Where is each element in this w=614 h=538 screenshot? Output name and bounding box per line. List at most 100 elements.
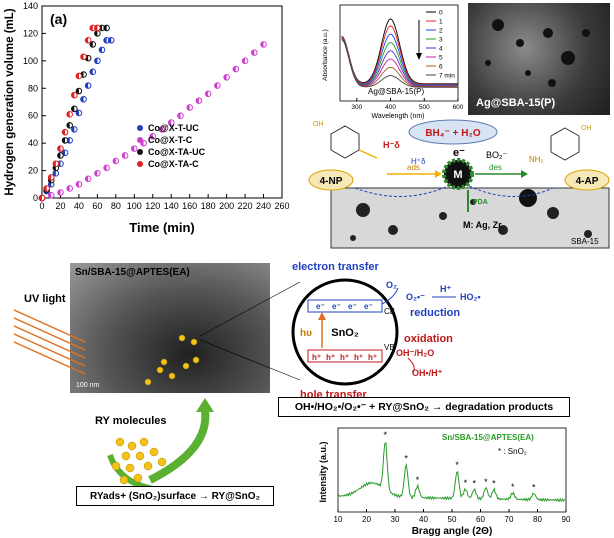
- sno2-peak-marker: *: [484, 477, 488, 487]
- data-point-fill: [76, 110, 79, 116]
- data-point-fill: [168, 119, 172, 126]
- hydrogen-generation-chart: 0 20 40 60 80 100 120 140 160 180 200 220 240 2600204…: [4, 1, 290, 235]
- x-tick-label: 40: [74, 201, 84, 211]
- spectrum-curve: [341, 37, 458, 87]
- xrd-x-tick-label: 70: [505, 515, 514, 524]
- data-point-fill: [89, 69, 93, 75]
- conduction-band: [307, 299, 383, 313]
- xrd-x-label: Bragg angle (2Θ): [412, 526, 493, 537]
- spectrum-curve: [341, 39, 458, 88]
- reduction-label: reduction: [410, 307, 460, 319]
- x-tick-label: 100: [127, 201, 142, 211]
- x-tick-label: 220: [238, 201, 253, 211]
- legend-marker: [137, 149, 143, 155]
- sno2-peak-marker: *: [404, 453, 408, 463]
- xrd-x-tick-label: 80: [533, 515, 542, 524]
- y-tick-label: 40: [28, 138, 38, 148]
- legend-marker: [137, 161, 143, 167]
- hole: h⁺: [312, 353, 321, 362]
- uv-rays: [13, 309, 86, 375]
- uv-legend-entry: 1: [439, 19, 443, 26]
- adsorption-arrow: [148, 409, 210, 484]
- tem-caption: Ag@SBA-15(P): [476, 97, 556, 109]
- y-tick-label: 100: [23, 56, 38, 66]
- spectrum-curve: [341, 25, 458, 85]
- data-point-fill: [122, 152, 126, 159]
- legend-entry: Co@X-T-UC: [148, 123, 199, 133]
- y-tick-label: 60: [28, 111, 38, 121]
- data-point-fill: [233, 66, 236, 72]
- ry-molecules-label: RY molecules: [95, 415, 167, 427]
- data-point-fill: [80, 96, 84, 103]
- superoxide-label: O₂•⁻: [406, 292, 425, 302]
- electron: e⁻: [348, 302, 357, 311]
- sno2-label: SnO₂: [331, 327, 359, 339]
- data-point-fill: [71, 92, 75, 98]
- spectrum-curve: [341, 18, 458, 85]
- data-point-fill: [76, 73, 79, 79]
- spectrum-curve: [341, 38, 458, 88]
- uv-x-tick-label: 500: [419, 104, 430, 111]
- uv-x-tick-label: 400: [385, 104, 396, 111]
- decrease-arrow-head: [416, 53, 422, 60]
- data-point-fill: [260, 41, 264, 48]
- hole: h⁺: [354, 353, 363, 362]
- legend-marker: [137, 125, 143, 131]
- xrd-title: Sn/SBA-15@APTES(EA): [442, 433, 534, 442]
- plot-frame: [41, 5, 283, 199]
- uv-legend-entry: 7 min: [439, 73, 455, 80]
- adsorption-text: RYads+ (SnO₂)surface → RY@SnO₂: [90, 490, 260, 502]
- data-point-fill: [71, 106, 75, 112]
- data-point-fill: [94, 170, 98, 177]
- pda-label: PDA: [473, 199, 488, 206]
- sno2-peak-marker: *: [532, 482, 536, 492]
- uv-x-label: Wavelength (nm): [371, 113, 424, 120]
- xrd-pattern: 10 20 30 40 50 60 70 80 90 * * * * * * * * * * Sn/SBA-15@…: [318, 427, 571, 537]
- hydroxyl-right: OH: [581, 125, 592, 132]
- reduction-mechanism: SBA-15 M: Ag, Zr PDA M e⁻ BH₄⁻ + H₂O H⁻δ…: [308, 119, 610, 249]
- metal-particle: [442, 158, 474, 190]
- data-point-fill: [186, 104, 190, 111]
- hv-label: hυ: [300, 328, 312, 339]
- data-point-fill: [159, 126, 162, 133]
- metals-label: M: Ag, Zr: [463, 220, 502, 230]
- legend-entry: Co@X-TA-C: [148, 159, 199, 169]
- data-point-fill: [39, 195, 42, 201]
- data-point-fill: [57, 189, 61, 196]
- support-label: SBA-15: [571, 237, 599, 246]
- xrd-curve: [337, 441, 566, 503]
- sno2-peak-marker: *: [511, 482, 515, 492]
- data-point-fill: [71, 126, 75, 133]
- np-badge: [308, 169, 354, 191]
- electron-label: e⁻: [453, 147, 465, 159]
- sno2-peak-marker: *: [384, 430, 388, 440]
- return-arrow: [107, 453, 161, 493]
- data-point-fill: [223, 74, 227, 81]
- data-point-fill: [76, 181, 79, 188]
- data-point-fill: [89, 25, 93, 31]
- electron: e⁻: [316, 302, 325, 311]
- data-point-fill: [89, 41, 93, 48]
- oh-h2o-label: OH⁻/H₂O: [396, 348, 434, 358]
- data-point-fill: [251, 49, 255, 56]
- data-point-fill: [205, 90, 209, 97]
- hole: h⁺: [326, 353, 335, 362]
- tem-sn-caption: Sn/SBA-15@APTES(EA): [75, 267, 190, 278]
- hydride-label: H⁻δ: [383, 140, 400, 150]
- sno2-peak-marker: *: [464, 478, 468, 488]
- electron: e⁻: [364, 302, 373, 311]
- x-axis-label: Time (min): [129, 220, 195, 235]
- valence-band: [307, 349, 383, 363]
- uv-vis-spectra: 300 400 500 600 0 1 2 3 4 5 6 7 min Ag@SBA-15(P) A…: [322, 4, 464, 120]
- sno2-peak-marker: *: [492, 479, 496, 489]
- tem-image-ag-sba15: Ag@SBA-15(P): [468, 3, 610, 115]
- scale-bar-label: 100 nm: [76, 382, 100, 389]
- data-point-fill: [53, 170, 56, 177]
- uv-legend-entry: 3: [439, 37, 443, 44]
- spectrum-curve: [341, 38, 458, 87]
- x-tick-label: 260: [274, 201, 289, 211]
- sno2-peak-marker: *: [416, 475, 420, 485]
- spectrum-curve: [341, 37, 458, 86]
- uv-legend-entry: 4: [439, 46, 443, 53]
- data-point-fill: [80, 53, 84, 60]
